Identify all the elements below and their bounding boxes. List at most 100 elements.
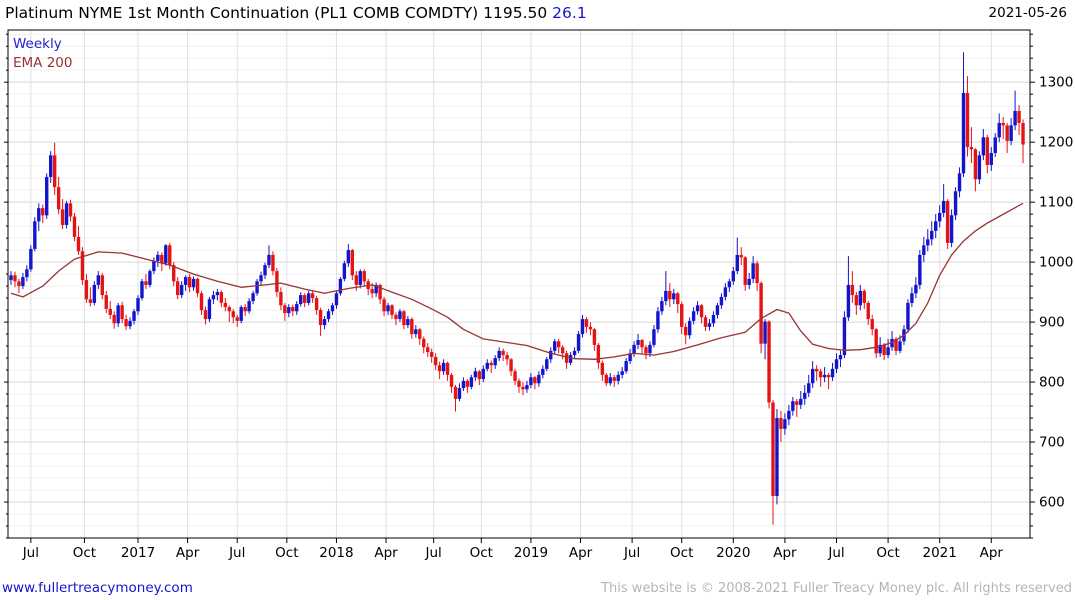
candle-up bbox=[1013, 110, 1017, 126]
candle-down bbox=[108, 308, 112, 315]
price-chart[interactable]: 600 700 800 900 1000 1100 1200 1300 Jul Oct 2017 Ap… bbox=[0, 0, 1075, 575]
candle-down bbox=[866, 302, 870, 320]
candle-up bbox=[1009, 125, 1013, 141]
candle-down bbox=[612, 377, 616, 381]
x-axis: Jul Oct 2017 Apr Jul Oct 2018 Apr Jul Oct 2019 Apr J… bbox=[22, 538, 1004, 561]
candle-down bbox=[604, 374, 609, 384]
candle-up bbox=[553, 341, 557, 351]
candle-down bbox=[100, 275, 104, 296]
candle-up bbox=[330, 305, 335, 312]
candle-down bbox=[644, 347, 648, 354]
x-axis-label: 2017 bbox=[121, 545, 155, 561]
candle-up bbox=[842, 317, 847, 356]
candle-up bbox=[751, 263, 755, 279]
candle-up bbox=[441, 362, 446, 372]
candle-down bbox=[1017, 110, 1021, 123]
axis-frame bbox=[7, 29, 1031, 539]
candle-down bbox=[13, 275, 17, 282]
candle-down bbox=[477, 371, 482, 380]
candle-down bbox=[668, 290, 672, 300]
candle-down bbox=[350, 250, 355, 276]
candle-down bbox=[683, 326, 688, 336]
candle-down bbox=[283, 305, 287, 314]
x-axis-label: 2020 bbox=[716, 545, 750, 561]
candle-up bbox=[977, 155, 982, 180]
candle-down bbox=[84, 280, 89, 300]
candle-down bbox=[429, 352, 434, 357]
candle-down bbox=[120, 305, 124, 320]
candle-up bbox=[636, 340, 640, 345]
candle-down bbox=[279, 292, 283, 306]
instrument-name: Platinum NYME 1st Month Continuation (PL… bbox=[5, 4, 479, 22]
candle-down bbox=[584, 319, 589, 327]
candle-up bbox=[830, 368, 835, 378]
x-axis-label: Oct bbox=[470, 545, 493, 561]
x-axis-label: 2019 bbox=[514, 545, 548, 561]
candle-up bbox=[632, 344, 636, 354]
candle-up bbox=[537, 374, 541, 384]
candle-down bbox=[699, 305, 704, 318]
candle-up bbox=[493, 358, 497, 366]
candle-up bbox=[926, 239, 930, 246]
x-axis-label: Apr bbox=[176, 545, 200, 561]
candle-up bbox=[259, 275, 263, 282]
candle-down bbox=[271, 254, 275, 272]
candle-up bbox=[473, 371, 478, 378]
chart-date: 2021-05-26 bbox=[988, 5, 1067, 21]
candle-down bbox=[160, 254, 164, 264]
candle-up bbox=[620, 371, 624, 375]
ema-200-label: EMA 200 bbox=[13, 55, 73, 71]
y-axis-label: 900 bbox=[1039, 315, 1065, 331]
candle-up bbox=[660, 301, 664, 312]
x-axis-label: Apr bbox=[980, 545, 1004, 561]
candle-down bbox=[223, 302, 228, 308]
footer-copyright: This website is © 2008-2021 Fuller Treac… bbox=[601, 581, 1072, 596]
candle-down bbox=[854, 295, 859, 306]
x-axis-label: Jul bbox=[22, 545, 39, 561]
candle-up bbox=[322, 319, 327, 326]
candle-up bbox=[711, 314, 716, 324]
candle-down bbox=[243, 307, 247, 312]
candle-down bbox=[437, 365, 442, 372]
candle-down bbox=[521, 386, 525, 390]
candle-down bbox=[370, 289, 374, 294]
candle-down bbox=[862, 290, 866, 303]
candle-up bbox=[695, 305, 700, 312]
candle-up bbox=[33, 221, 37, 249]
x-axis-label: Apr bbox=[374, 545, 398, 561]
candle-up bbox=[803, 392, 807, 399]
y-axis-label: 600 bbox=[1039, 495, 1065, 511]
candle-down bbox=[453, 386, 458, 399]
candle-up bbox=[255, 281, 259, 294]
candle-down bbox=[882, 344, 886, 356]
candle-down bbox=[17, 281, 21, 287]
candle-up bbox=[140, 281, 144, 299]
candle-down bbox=[965, 92, 970, 147]
candle-down bbox=[743, 257, 747, 285]
candle-up bbox=[211, 295, 216, 300]
candle-up bbox=[481, 368, 485, 380]
candle-up bbox=[295, 304, 299, 312]
candle-down bbox=[168, 245, 172, 266]
candle-up bbox=[723, 287, 728, 297]
candle-up bbox=[469, 377, 474, 387]
candle-down bbox=[850, 284, 855, 296]
candle-down bbox=[874, 329, 878, 354]
candle-down bbox=[88, 299, 93, 303]
candle-down bbox=[318, 310, 323, 326]
footer-website-link[interactable]: www.fullertreacymoney.com bbox=[2, 580, 193, 596]
candle-up bbox=[568, 355, 573, 363]
candle-down bbox=[227, 307, 231, 312]
candle-up bbox=[922, 245, 926, 255]
x-axis-label: Oct bbox=[876, 545, 899, 561]
candle-up bbox=[263, 265, 267, 276]
candle-down bbox=[314, 298, 319, 311]
candlestick-chart-svg[interactable]: 600 700 800 900 1000 1100 1200 1300 Jul Oct 2017 Ap… bbox=[0, 0, 1075, 575]
candle-up bbox=[918, 254, 922, 285]
candle-up bbox=[787, 410, 791, 420]
candle-up bbox=[735, 254, 739, 272]
candle-up bbox=[386, 305, 390, 312]
candle-down bbox=[382, 299, 386, 312]
candle-up bbox=[334, 293, 339, 306]
grid-layer bbox=[8, 30, 1030, 539]
